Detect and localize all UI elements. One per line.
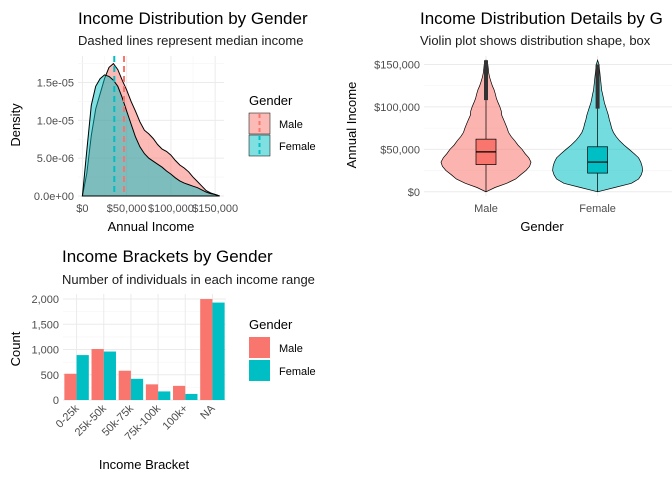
density-area-female bbox=[81, 74, 220, 197]
violin-title: Income Distribution Details by G bbox=[420, 9, 663, 28]
bar-y-tick-label: 1,500 bbox=[31, 319, 59, 331]
bar-female bbox=[158, 391, 171, 400]
bar-female bbox=[130, 378, 144, 400]
bar-y-tick-label: 1,000 bbox=[31, 345, 59, 357]
violin-x-tick-label: Male bbox=[474, 203, 498, 215]
density-legend-title: Gender bbox=[249, 93, 293, 108]
density-x-tick-label: $100,000 bbox=[148, 203, 194, 215]
bar-male bbox=[64, 373, 77, 400]
density-x-tick-label: $50,000 bbox=[107, 203, 147, 215]
legend-label-female: Female bbox=[279, 141, 316, 153]
bar-y-tick-label: 500 bbox=[41, 370, 59, 382]
bar-male bbox=[91, 349, 104, 400]
density-subtitle: Dashed lines represent median income bbox=[78, 33, 303, 48]
density-y-tick-label: 5.0e-06 bbox=[37, 153, 74, 165]
bar-female bbox=[76, 355, 89, 400]
bar-x-tick-label: 100k+ bbox=[160, 403, 190, 433]
density-title: Income Distribution by Gender bbox=[78, 9, 308, 28]
bar-title: Income Brackets by Gender bbox=[62, 247, 273, 266]
violin-x-axis-title: Gender bbox=[520, 219, 564, 234]
density-y-tick-label: 1.0e-05 bbox=[37, 115, 74, 127]
bar-legend-title: Gender bbox=[249, 317, 293, 332]
bar-male bbox=[118, 370, 131, 400]
density-y-axis-title: Density bbox=[8, 103, 23, 147]
violin-subtitle: Violin plot shows distribution shape, bo… bbox=[420, 33, 651, 48]
density-y-tick-label: 0.0e+00 bbox=[34, 191, 74, 203]
violin-x-tick-label: Female bbox=[579, 203, 616, 215]
density-legend: Gender Male Female bbox=[248, 93, 316, 157]
violin-y-tick-label: $0 bbox=[408, 187, 420, 199]
bar-male bbox=[173, 385, 186, 400]
boxplot-box-female bbox=[587, 146, 608, 174]
bar-subtitle: Number of individuals in each income ran… bbox=[62, 272, 315, 287]
density-x-axis-title: Annual Income bbox=[108, 219, 195, 234]
bar-y-tick-label: 0 bbox=[53, 395, 59, 407]
violin-y-tick-label: $100,000 bbox=[374, 102, 420, 114]
bar-female bbox=[212, 302, 225, 400]
bar-x-tick-label: NA bbox=[198, 402, 218, 422]
violin-panel: Income Distribution Details by G Violin … bbox=[344, 9, 672, 234]
density-panel: Income Distribution by Gender Dashed lin… bbox=[8, 9, 316, 234]
bar-legend-key-female bbox=[249, 360, 270, 381]
bar-male bbox=[145, 384, 159, 400]
density-x-tick-label: $150,000 bbox=[192, 203, 238, 215]
bar-y-axis-title: Count bbox=[8, 331, 23, 366]
bar-female bbox=[103, 351, 116, 400]
bar-legend: Gender Male Female bbox=[249, 317, 316, 381]
bar-y-tick-label: 2,000 bbox=[31, 294, 59, 306]
bar-female bbox=[185, 393, 198, 400]
density-y-tick-label: 1.5e-05 bbox=[37, 77, 74, 89]
bar-legend-label-female: Female bbox=[279, 366, 316, 378]
bar-x-axis-title: Income Bracket bbox=[99, 457, 190, 472]
bar-panel: Income Brackets by Gender Number of indi… bbox=[8, 247, 316, 472]
violin-y-tick-label: $150,000 bbox=[374, 59, 420, 71]
bar-male bbox=[200, 299, 213, 400]
density-x-tick-label: $0 bbox=[76, 203, 88, 215]
violin-y-axis-title: Annual Income bbox=[344, 82, 359, 169]
violin-y-tick-label: $50,000 bbox=[380, 144, 420, 156]
bar-legend-key-male bbox=[249, 337, 270, 358]
bar-legend-label-male: Male bbox=[279, 343, 303, 355]
legend-label-male: Male bbox=[279, 119, 303, 131]
